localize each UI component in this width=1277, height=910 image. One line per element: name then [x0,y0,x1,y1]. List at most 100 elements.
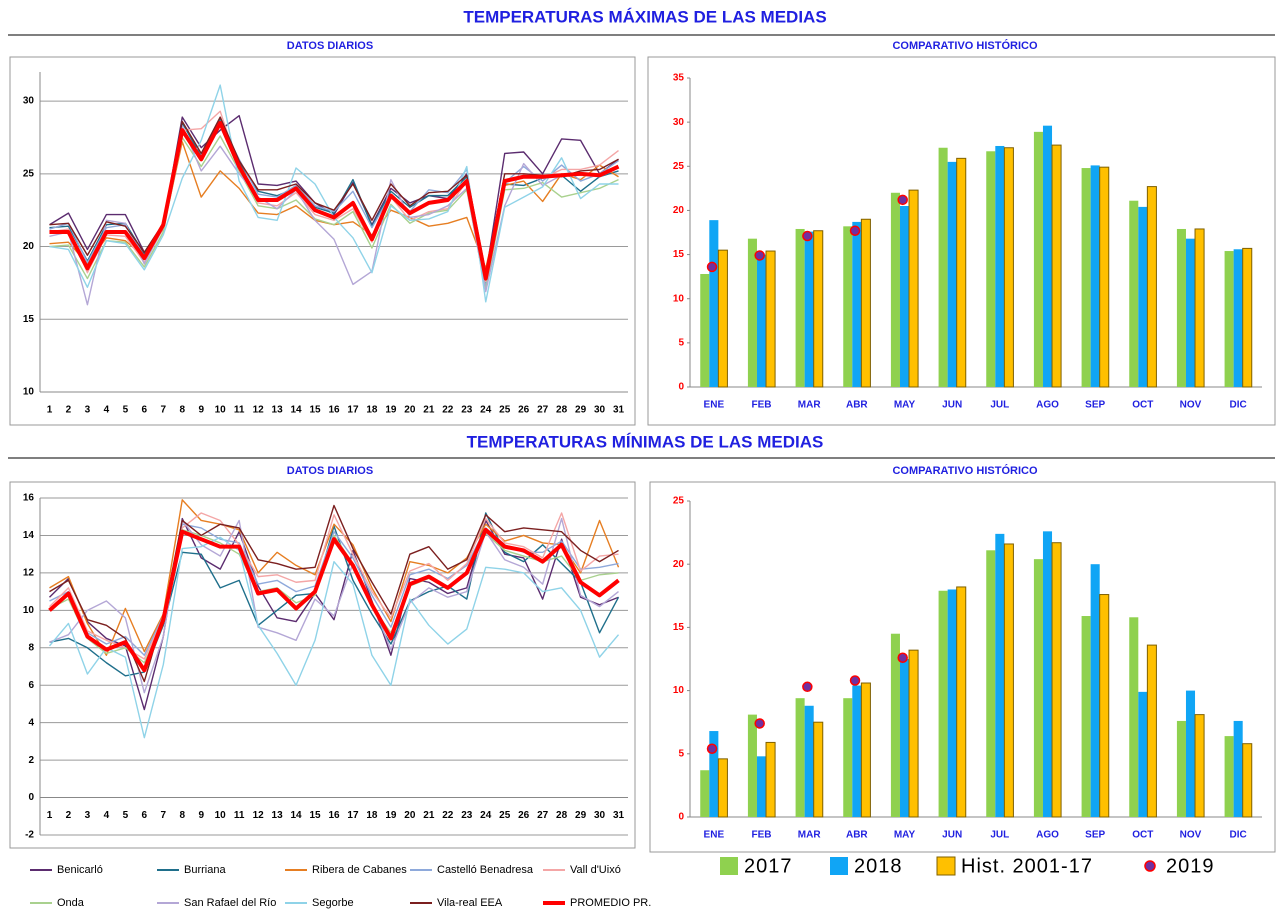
x-tick-label: ABR [846,400,868,411]
y-tick-label: 8 [28,642,34,653]
y-tick-label: 15 [673,622,685,633]
bar [747,714,757,817]
bar [1003,543,1014,818]
x-tick-label: 21 [423,405,435,416]
legend-label: San Rafael del Río [184,897,276,909]
bar [947,161,957,387]
bar [1081,168,1091,387]
bar [843,226,853,387]
data-line [49,135,619,291]
x-tick-label: 9 [198,405,204,416]
x-tick-label: 18 [366,405,378,416]
bar [1042,531,1053,817]
x-tick-label: 1 [47,405,53,416]
x-tick-label: 2 [66,405,72,416]
data-line [49,499,620,656]
x-tick-label: 6 [142,810,148,821]
bar [860,218,871,388]
bar [1081,616,1091,817]
bar [765,741,776,818]
legend-marker [1144,860,1156,872]
x-tick-label: 14 [291,405,303,416]
x-tick-label: 8 [179,810,185,821]
x-tick-label: ENE [704,830,725,841]
bar [938,590,948,817]
y-tick-label: 25 [23,168,35,179]
y-tick-label: 14 [23,530,35,541]
bar [995,145,1005,387]
x-tick-label: 23 [461,810,473,821]
x-tick-label: 4 [104,405,110,416]
y-tick-label: 20 [673,559,685,570]
bar [813,721,824,818]
x-tick-label: 31 [613,405,625,416]
bar [899,206,910,387]
marker [849,675,861,686]
y-tick-label: 5 [678,337,684,348]
data-line [48,527,620,673]
x-tick-label: FEB [752,400,772,411]
legend-label: Ribera de Cabanes [312,864,407,876]
y-tick-label: 30 [673,117,685,128]
x-tick-label: 28 [556,810,568,821]
bar [986,151,996,387]
bar [717,249,728,388]
chart-subtitle: COMPARATIVO HISTÓRICO [892,464,1037,477]
legend-label: 2018 [854,855,903,877]
bar [1242,743,1253,818]
marker [849,225,861,236]
y-tick-label: 25 [673,161,685,172]
x-tick-label: 19 [385,405,397,416]
x-tick-label: 11 [234,810,245,821]
bar [890,192,900,387]
x-tick-label: JUN [942,400,962,411]
x-tick-label: AGO [1036,400,1059,411]
x-tick-label: 15 [309,405,321,416]
bar [860,682,871,818]
bar [756,756,767,817]
x-tick-label: JUL [990,830,1009,841]
bar [852,685,862,817]
section-title: TEMPERATURAS MÍNIMAS DE LAS MEDIAS [467,432,824,451]
bar [1185,690,1196,817]
bar [717,758,728,818]
x-tick-label: 23 [461,405,473,416]
x-tick-label: 26 [518,405,530,416]
bar [1090,564,1100,817]
legend-label: Castelló Benadresa [437,864,534,876]
y-tick-label: 25 [673,496,685,507]
bar [1194,228,1205,388]
x-tick-label: 29 [575,405,587,416]
legend-swatch [936,856,956,876]
data-line [48,512,619,660]
y-tick-label: 30 [23,96,35,107]
data-line [48,517,619,711]
bar [1224,251,1234,387]
bar [1233,720,1243,817]
bar [1099,594,1110,818]
x-tick-label: 24 [480,810,492,821]
data-line [49,120,620,281]
bar [1176,720,1186,817]
x-tick-label: 3 [85,810,91,821]
x-tick-label: MAR [798,830,822,841]
y-tick-label: -2 [25,830,34,841]
bar [813,230,824,388]
bar [756,254,767,387]
x-tick-label: 5 [123,810,129,821]
data-line [49,125,619,306]
bar [1233,249,1243,387]
x-tick-label: 7 [161,810,167,821]
chart-subtitle: COMPARATIVO HISTÓRICO [892,39,1037,52]
x-tick-label: 30 [594,405,606,416]
x-tick-label: 22 [442,405,454,416]
x-tick-label: 28 [556,405,568,416]
legend-label: 2019 [1166,855,1215,877]
bar [1146,644,1157,818]
x-tick-label: OCT [1132,830,1153,841]
x-tick-label: 9 [198,810,204,821]
bar [1042,125,1053,387]
bar [1099,166,1110,388]
y-tick-label: 15 [673,249,685,260]
bar [1146,186,1157,388]
